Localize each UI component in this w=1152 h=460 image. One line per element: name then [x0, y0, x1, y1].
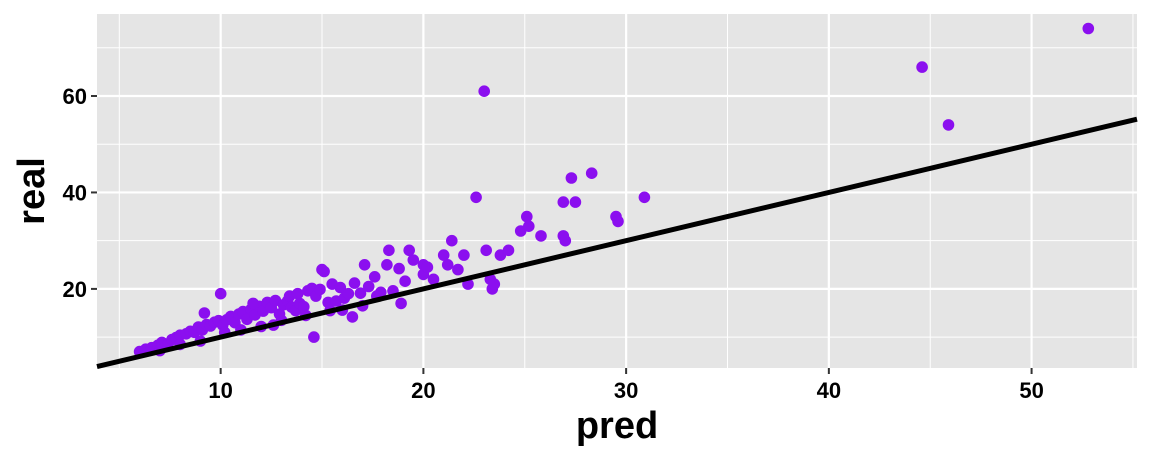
data-points — [133, 22, 1095, 358]
data-point — [381, 259, 393, 271]
x-tick-label: 10 — [208, 378, 232, 403]
data-point — [354, 287, 367, 300]
data-point — [452, 263, 464, 276]
data-point — [395, 297, 407, 310]
data-point — [612, 215, 624, 228]
data-point — [316, 263, 328, 276]
y-tick-label: 20 — [63, 277, 87, 302]
data-point — [407, 254, 420, 266]
x-tick-label: 40 — [817, 378, 841, 403]
data-point — [502, 244, 515, 257]
data-point — [557, 196, 570, 208]
data-point — [362, 280, 375, 293]
data-point — [458, 249, 470, 261]
data-point — [291, 287, 304, 300]
data-point — [446, 234, 458, 247]
x-tick-label: 20 — [411, 378, 435, 403]
data-point — [346, 311, 359, 323]
data-point — [298, 300, 310, 313]
y-axis-title: real — [11, 157, 53, 225]
data-point — [383, 244, 395, 257]
data-point — [214, 287, 227, 300]
data-point — [334, 281, 347, 294]
data-point — [470, 191, 482, 204]
data-point — [441, 259, 454, 271]
data-point — [421, 261, 434, 274]
data-point — [565, 172, 578, 184]
data-point — [638, 191, 651, 204]
data-point — [342, 287, 355, 300]
data-point — [358, 259, 371, 271]
data-point — [427, 273, 440, 286]
y-tick-label: 60 — [63, 84, 87, 109]
y-tick-label: 40 — [63, 180, 87, 205]
minor-gridlines — [97, 14, 1137, 368]
data-point — [523, 220, 535, 232]
data-point — [916, 61, 928, 73]
data-point — [559, 234, 572, 247]
data-point — [368, 271, 381, 283]
data-point — [247, 297, 259, 310]
data-point — [521, 210, 533, 223]
x-tick-label: 50 — [1019, 378, 1043, 403]
x-axis-title: pred — [576, 405, 658, 447]
data-point — [403, 244, 416, 257]
data-point — [198, 307, 211, 319]
data-point — [393, 262, 405, 275]
data-point — [488, 278, 501, 290]
data-point — [314, 283, 326, 296]
data-point — [308, 331, 320, 343]
data-point — [480, 244, 493, 257]
data-point — [535, 230, 547, 242]
data-point — [942, 119, 955, 131]
data-point — [1082, 22, 1095, 35]
x-axis: 10 20 30 40 50 — [208, 368, 1044, 403]
x-tick-label: 30 — [614, 378, 638, 403]
data-point — [478, 85, 491, 97]
data-point — [585, 167, 598, 179]
y-axis: 20 40 60 — [63, 84, 97, 302]
data-point — [437, 249, 450, 261]
reference-line — [96, 116, 1138, 369]
data-point — [569, 196, 582, 208]
data-point — [399, 275, 411, 288]
data-point — [348, 277, 361, 289]
